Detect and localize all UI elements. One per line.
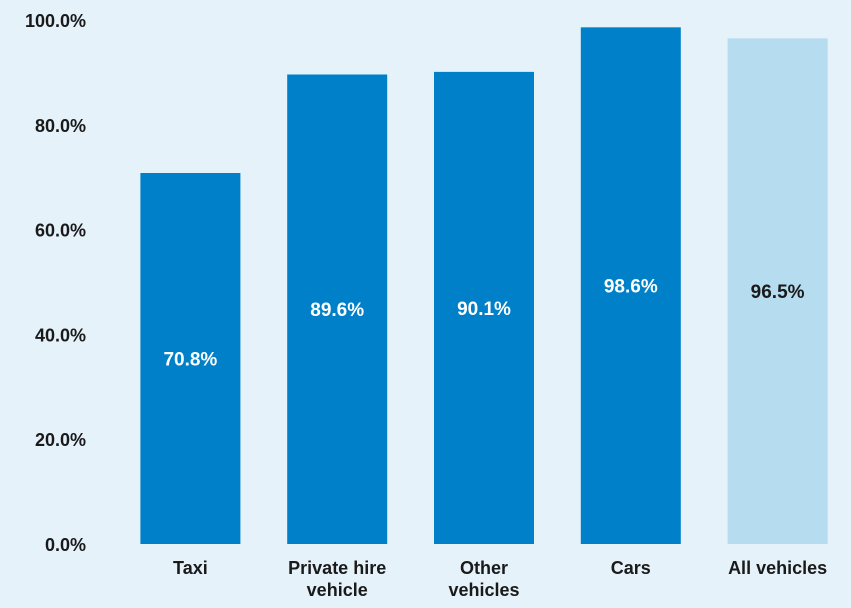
data-label: 98.6% [604,277,658,298]
bar [727,38,828,545]
x-category-label: Private hire [288,558,386,578]
data-label: 90.1% [457,299,511,320]
bar [434,71,534,544]
bar [140,173,241,544]
x-category-label: All vehicles [728,558,827,578]
y-tick-label: 0.0% [45,535,86,555]
data-label: 89.6% [310,300,364,321]
x-category-label: vehicle [307,580,368,600]
y-tick-label: 40.0% [35,325,86,345]
y-tick-label: 80.0% [35,116,86,136]
y-tick-label: 60.0% [35,221,86,241]
x-category-label: vehicles [448,580,519,600]
data-labels-group: 70.8% 89.6% 90.1% 98.6% 96.5% [163,277,804,371]
y-tick-label: 20.0% [35,430,86,450]
y-tick-label: 100.0% [25,11,86,31]
y-axis-ticks: 0.0% 20.0% 40.0% 60.0% 80.0% 100.0% [25,11,86,555]
data-label: 70.8% [163,350,217,371]
x-category-label: Taxi [173,558,208,578]
bar [287,74,388,544]
data-label: 96.5% [751,282,805,303]
x-category-label: Cars [611,558,651,578]
x-category-label: Other [460,558,508,578]
bar [580,27,681,545]
bars-group [140,27,828,545]
